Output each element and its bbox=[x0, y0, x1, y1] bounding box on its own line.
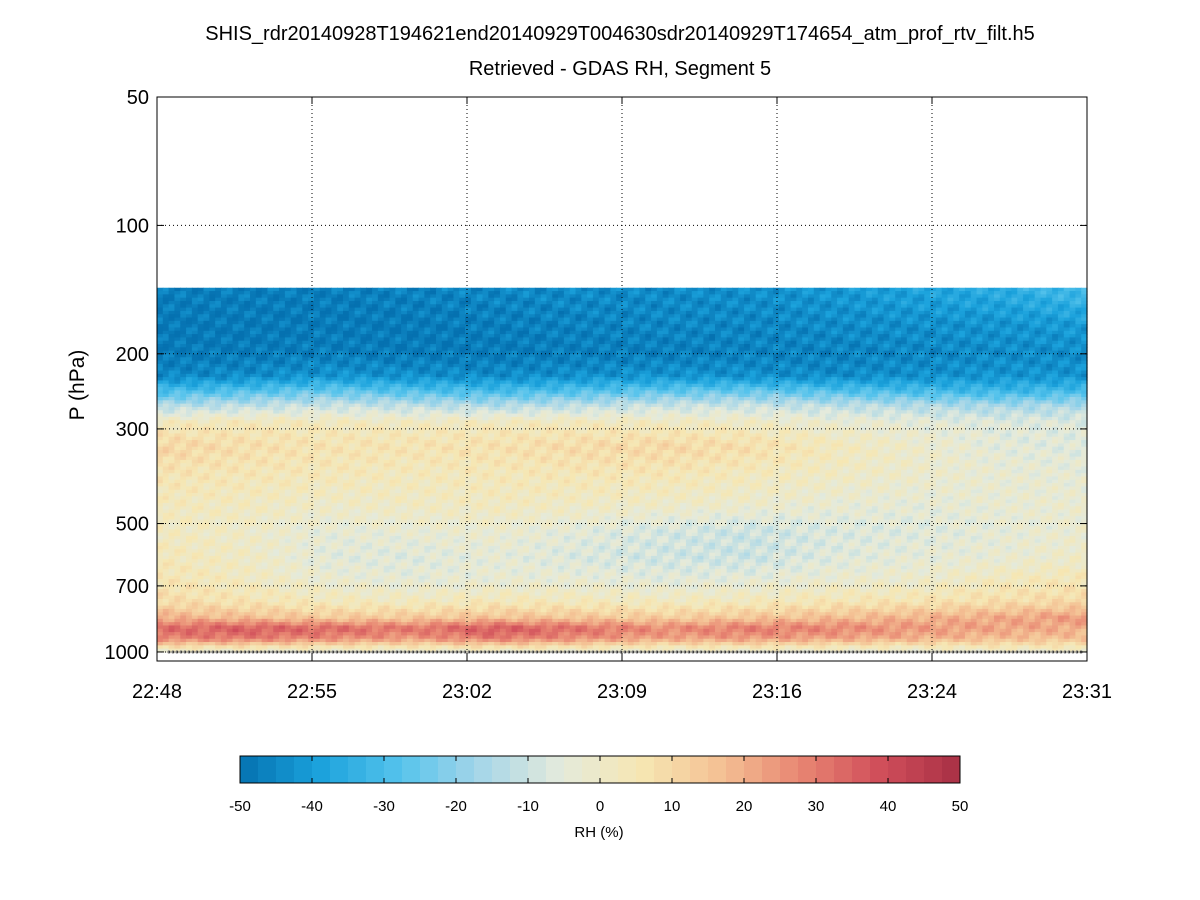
chart-subtitle: Retrieved - GDAS RH, Segment 5 bbox=[469, 58, 771, 80]
chart-title: SHIS_rdr20140928T194621end20140929T00463… bbox=[205, 23, 1035, 45]
y-axis-label: P (hPa) bbox=[66, 350, 89, 421]
